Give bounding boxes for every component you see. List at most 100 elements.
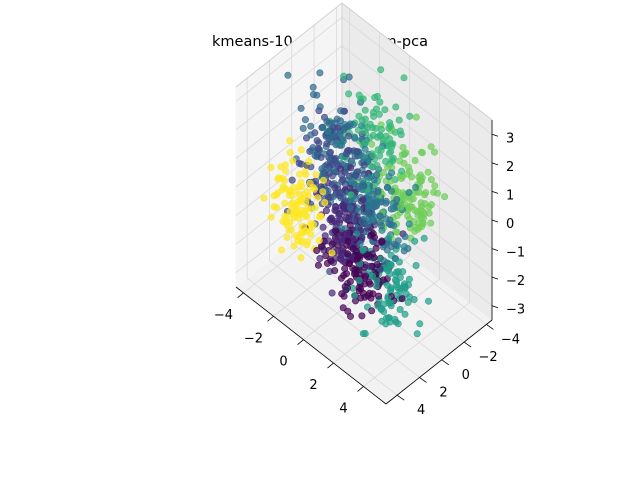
scatter-point (300, 223, 308, 231)
scatter-point (328, 240, 336, 248)
scatter-point (359, 330, 367, 338)
scatter-point (324, 128, 332, 136)
scatter-point (309, 91, 317, 99)
scatter-point (295, 182, 303, 190)
scatter-point (326, 149, 334, 157)
scatter-point (337, 107, 345, 115)
scatter-point (317, 212, 325, 220)
scatter-point (374, 302, 382, 310)
scatter-point (393, 277, 401, 285)
scatter-point (344, 307, 352, 315)
scatter-point (286, 149, 294, 157)
scatter-point (385, 173, 393, 181)
y-tick (396, 394, 405, 401)
scatter-point (365, 262, 373, 270)
z-tick-label: 2 (506, 160, 514, 175)
scatter-point (405, 189, 413, 197)
scatter-point (281, 199, 289, 207)
z-tick (491, 219, 499, 223)
scatter-point (332, 227, 340, 235)
z-tick (491, 191, 499, 194)
scatter-point (369, 109, 377, 117)
y-gridline (246, 78, 398, 396)
y-tick-label: 4 (417, 403, 425, 418)
scatter-point (319, 223, 327, 231)
scatter-point (358, 116, 366, 124)
scatter-point (411, 157, 419, 165)
scatter-point (344, 250, 352, 258)
scatter-point (331, 267, 339, 275)
scatter-point (316, 103, 324, 111)
scatter-point (345, 132, 353, 140)
scatter-point (385, 149, 393, 157)
x-axis-line (235, 286, 387, 405)
scatter-point (287, 201, 295, 209)
scatter-point (411, 237, 419, 245)
scatter-point (384, 163, 392, 171)
x-gridline (333, 79, 440, 364)
scatter-point (392, 103, 400, 111)
scatter-point (301, 211, 309, 219)
scatter-point (396, 127, 404, 135)
scatter-point (378, 238, 386, 246)
scatter-point (333, 115, 341, 123)
x-tick (327, 362, 334, 369)
z-tick (491, 276, 499, 280)
scatter-point (355, 276, 363, 284)
scatter-point (323, 140, 331, 148)
scatter-point (267, 213, 275, 221)
scatter-point (386, 119, 394, 127)
scatter-point (378, 317, 386, 325)
scatter-point (310, 185, 318, 193)
x-tick (297, 339, 304, 345)
scatter-point (396, 305, 404, 313)
scatter-point (328, 218, 336, 226)
scatter-point (295, 170, 303, 178)
scatter-point (366, 289, 374, 297)
scatter-point (345, 73, 353, 81)
scatter-point (347, 164, 355, 172)
scatter-point (364, 210, 372, 218)
y-tick (441, 359, 450, 366)
scatter-point (376, 212, 384, 220)
scatter-point (427, 176, 435, 184)
scatter-point (406, 112, 414, 120)
scatter-point (297, 104, 305, 112)
scatter-point (319, 188, 327, 196)
scatter-point (277, 163, 285, 171)
scatter-point (353, 213, 361, 221)
scatter-point (400, 282, 408, 290)
scatter-point (376, 255, 384, 263)
scatter-point (359, 246, 367, 254)
scatter-point (441, 193, 449, 201)
scatter-point (416, 171, 424, 179)
scatter-point (368, 140, 376, 148)
scatter-point (372, 244, 380, 252)
scatter-point (380, 300, 388, 308)
scatter-point (394, 284, 402, 292)
scatter-point (386, 216, 394, 224)
scatter-point (373, 133, 381, 141)
scatter-point (417, 148, 425, 156)
x-tick-label: −4 (214, 308, 233, 323)
scatter-point (353, 230, 361, 238)
scatter-point (274, 189, 282, 197)
scatter-point (359, 196, 367, 204)
scatter-point (393, 196, 401, 204)
scatter-point (363, 251, 371, 259)
scatter-point (286, 208, 294, 216)
y-tick-label: −2 (479, 350, 498, 365)
scatter-point (395, 258, 403, 266)
scatter-point (303, 205, 311, 213)
scatter-point (301, 116, 309, 124)
z-tick (491, 162, 499, 166)
scatter-point (361, 145, 369, 153)
scatter-point (364, 220, 372, 228)
scatter-point (297, 254, 305, 262)
scatter-point (341, 208, 349, 216)
z-tick-label: −1 (506, 246, 525, 261)
scatter-point (346, 221, 354, 229)
x-tick-label: 4 (339, 401, 347, 416)
scatter-point (358, 312, 366, 320)
scatter-point (336, 130, 344, 138)
